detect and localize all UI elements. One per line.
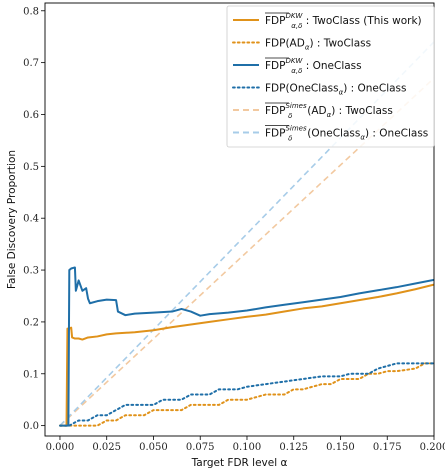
series-line-0 [59, 283, 434, 427]
y-tick-label: 0.1 [23, 369, 39, 380]
axes: 0.000 0.025 0.050 0.075 0.100 0.125 0.150 0.175… [6, 2, 445, 469]
y-tick-label: 0.3 [23, 266, 39, 277]
legend-sub: δ [288, 112, 292, 120]
x-tick-label: 0.175 [373, 442, 402, 453]
legend-sub: α,δ [291, 67, 302, 75]
y-axis-ticks: 0.0 0.1 0.2 0.3 0.4 0.5 0.6 0.7 0.8 [23, 6, 45, 432]
series-line-1 [58, 362, 434, 427]
y-tick-label: 0.0 [23, 421, 39, 432]
y-tick-label: 0.6 [23, 110, 39, 121]
legend-entry-5: FDPSimes δ (OneClassα) : OneClass [265, 125, 428, 143]
legend-sub: α,δ [291, 22, 302, 30]
legend-rest2: ) : OneClass [365, 128, 428, 140]
x-tick-label: 0.075 [186, 442, 215, 453]
legend-sup: Simes [285, 102, 307, 110]
legend-entry-3: FDP(OneClassα) : OneClass [265, 83, 407, 97]
y-tick-label: 0.7 [23, 58, 39, 69]
legend-sup: Simes [285, 125, 307, 133]
legend-main: FDP(AD [265, 38, 305, 50]
legend-rest: ) : TwoClass [309, 38, 371, 50]
x-axis-title: Target FDR level α [191, 457, 288, 469]
y-axis-title: False Discovery Proportion [6, 150, 18, 289]
legend-entry-2: FDPDKW α,δ : OneClass [265, 57, 362, 75]
legend-rest-sub: α [327, 111, 332, 119]
legend-main: FDP [265, 105, 285, 117]
legend-main: FDP(OneClass [265, 83, 339, 95]
series-line-2 [59, 266, 434, 427]
legend-entry-0: FDPDKW α,δ : TwoClass (This work) [265, 12, 422, 30]
legend-entry-1: FDP(ADα) : TwoClass [265, 38, 371, 52]
legend-rest2: ) : TwoClass [331, 105, 393, 117]
legend-rest: (OneClass [307, 128, 360, 140]
legend-sup: DKW [285, 12, 303, 20]
y-tick-label: 0.4 [23, 214, 39, 225]
legend-entry-4: FDPSimes δ (ADα) : TwoClass [265, 102, 393, 120]
x-tick-label: 0.025 [92, 442, 121, 453]
x-tick-label: 0.000 [46, 442, 75, 453]
legend-sub: α [305, 44, 310, 52]
legend-box [226, 5, 435, 148]
legend-sub: α [339, 89, 344, 97]
legend-main: FDP [265, 128, 285, 140]
x-tick-label: 0.100 [233, 442, 262, 453]
legend-rest-sub: α [360, 134, 365, 142]
y-tick-label: 0.5 [23, 162, 39, 173]
legend: FDPDKW α,δ : TwoClass (This work)FDP(ADα)… [226, 5, 435, 148]
plot-frame [44, 2, 435, 437]
y-tick-label: 0.2 [23, 317, 39, 328]
x-tick-label: 0.200 [420, 442, 445, 453]
x-tick-label: 0.125 [279, 442, 308, 453]
legend-rest: : TwoClass (This work) [302, 15, 421, 27]
legend-rest: : OneClass [302, 60, 361, 72]
legend-main: FDP [265, 60, 285, 72]
x-tick-label: 0.050 [139, 442, 168, 453]
x-axis-ticks: 0.000 0.025 0.050 0.075 0.100 0.125 0.150 0.175… [46, 436, 445, 453]
legend-main: FDP [265, 15, 285, 27]
series-line-3 [58, 362, 434, 427]
legend-rest: ) : OneClass [343, 83, 406, 95]
legend-sup: DKW [285, 57, 303, 65]
legend-rest: (AD [307, 105, 326, 117]
x-tick-label: 0.150 [326, 442, 355, 453]
y-tick-label: 0.8 [23, 6, 39, 17]
legend-sub: δ [288, 135, 292, 143]
